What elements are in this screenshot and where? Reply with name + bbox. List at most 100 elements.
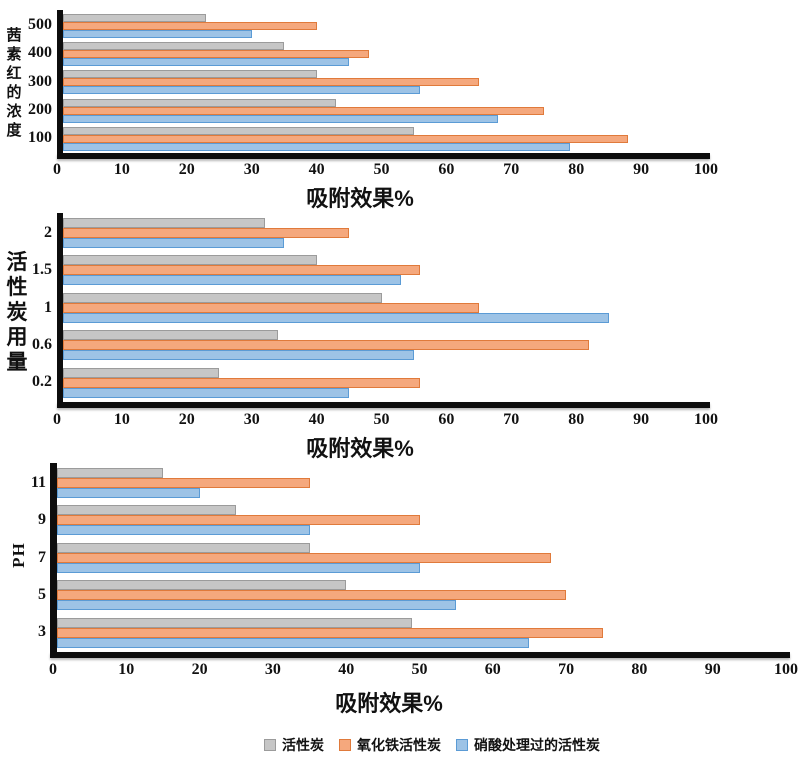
bar-iron-oxide-activated-carbon-9 (57, 515, 420, 525)
y-category-label: 1.5 (32, 261, 52, 278)
bar-activated-carbon-9 (57, 505, 237, 515)
x-tick-label: 70 (503, 161, 520, 178)
x-tick-label: 40 (338, 661, 355, 678)
y-category-label: 1 (44, 299, 52, 316)
y-category-label: 11 (30, 474, 46, 491)
x-tick-label: 90 (704, 661, 721, 678)
bar-nitric-acid-treated-activated-carbon-1.5 (63, 275, 401, 285)
bar-iron-oxide-activated-carbon-1.5 (63, 265, 421, 275)
y-category-label: 3 (38, 623, 46, 640)
bar-activated-carbon-2 (63, 218, 265, 228)
bar-nitric-acid-treated-activated-carbon-300 (63, 86, 421, 94)
bar-activated-carbon-0.6 (63, 330, 278, 340)
bar-iron-oxide-activated-carbon-500 (63, 22, 317, 30)
x-tick-label: 50 (411, 661, 428, 678)
x-tick-label: 80 (568, 411, 585, 428)
bar-nitric-acid-treated-activated-carbon-0.6 (63, 350, 414, 360)
bar-nitric-acid-treated-activated-carbon-2 (63, 238, 285, 248)
bar-nitric-acid-treated-activated-carbon-11 (57, 488, 200, 498)
x-tick-label: 0 (49, 661, 57, 678)
x-tick-label: 80 (568, 161, 585, 178)
bar-nitric-acid-treated-activated-carbon-1 (63, 313, 609, 323)
x-axis-line (50, 652, 790, 658)
x-tick-label: 0 (53, 161, 61, 178)
bar-activated-carbon-1 (63, 293, 382, 303)
bar-iron-oxide-activated-carbon-7 (57, 553, 552, 563)
x-tick-label: 70 (558, 661, 575, 678)
bar-activated-carbon-1.5 (63, 255, 317, 265)
y-category-label: 5 (38, 586, 46, 603)
x-tick-label: 100 (694, 411, 718, 428)
bar-iron-oxide-activated-carbon-0.2 (63, 378, 421, 388)
bar-activated-carbon-200 (63, 99, 337, 107)
x-tick-label: 40 (308, 161, 325, 178)
bar-activated-carbon-7 (57, 543, 310, 553)
bar-activated-carbon-0.2 (63, 368, 220, 378)
bar-iron-oxide-activated-carbon-300 (63, 78, 479, 86)
legend-label: 氧化铁活性炭 (357, 737, 441, 753)
y-axis-line (57, 213, 63, 402)
x-axis-line (57, 153, 710, 159)
bar-iron-oxide-activated-carbon-3 (57, 628, 603, 638)
legend-item-iron-oxide-activated-carbon: 氧化铁活性炭 (339, 735, 441, 755)
x-axis-title: 吸附效果% (306, 436, 414, 461)
y-axis-line (50, 463, 57, 652)
x-tick-label: 0 (53, 411, 61, 428)
bar-activated-carbon-500 (63, 14, 207, 22)
y-axis-title: 活性炭用量 (6, 251, 28, 374)
bar-nitric-acid-treated-activated-carbon-0.2 (63, 388, 350, 398)
legend-swatch-nitric-acid-treated-activated-carbon (456, 739, 468, 751)
x-tick-label: 60 (484, 661, 501, 678)
x-tick-label: 70 (503, 411, 520, 428)
bar-iron-oxide-activated-carbon-200 (63, 107, 544, 115)
x-tick-label: 20 (178, 161, 195, 178)
x-tick-label: 30 (243, 411, 260, 428)
y-category-label: 0.2 (32, 373, 52, 390)
bar-nitric-acid-treated-activated-carbon-200 (63, 115, 499, 123)
x-tick-label: 10 (113, 161, 130, 178)
y-category-label: 9 (38, 511, 46, 528)
bar-activated-carbon-300 (63, 70, 317, 78)
x-tick-label: 50 (373, 161, 390, 178)
bar-iron-oxide-activated-carbon-5 (57, 590, 567, 600)
bar-nitric-acid-treated-activated-carbon-5 (57, 600, 457, 610)
x-tick-label: 90 (633, 411, 650, 428)
x-axis-line (57, 402, 710, 408)
bar-nitric-acid-treated-activated-carbon-400 (63, 58, 350, 66)
bar-activated-carbon-3 (57, 618, 413, 628)
bar-nitric-acid-treated-activated-carbon-100 (63, 143, 570, 151)
bar-iron-oxide-activated-carbon-2 (63, 228, 350, 238)
x-axis-title: 吸附效果% (335, 691, 443, 716)
x-axis-title: 吸附效果% (306, 186, 414, 211)
x-tick-label: 20 (191, 661, 208, 678)
bar-activated-carbon-5 (57, 580, 347, 590)
y-category-label: 7 (38, 549, 46, 566)
x-tick-label: 50 (373, 411, 390, 428)
x-tick-label: 40 (308, 411, 325, 428)
legend-swatch-activated-carbon (264, 739, 276, 751)
y-axis-title: 茜素红的浓度 (6, 27, 22, 139)
y-category-label: 100 (28, 129, 52, 146)
x-tick-label: 30 (243, 161, 260, 178)
x-tick-label: 80 (631, 661, 648, 678)
bar-iron-oxide-activated-carbon-11 (57, 478, 310, 488)
x-tick-label: 10 (118, 661, 135, 678)
legend-label: 硝酸处理过的活性炭 (474, 737, 600, 753)
y-category-label: 200 (28, 101, 52, 118)
bar-iron-oxide-activated-carbon-1 (63, 303, 479, 313)
y-axis-line (57, 10, 63, 153)
bar-iron-oxide-activated-carbon-0.6 (63, 340, 590, 350)
bar-nitric-acid-treated-activated-carbon-500 (63, 30, 252, 38)
legend-label: 活性炭 (282, 737, 324, 753)
y-category-label: 500 (28, 16, 52, 33)
bar-nitric-acid-treated-activated-carbon-7 (57, 563, 420, 573)
y-category-label: 300 (28, 73, 52, 90)
x-tick-label: 20 (178, 411, 195, 428)
x-tick-label: 90 (633, 161, 650, 178)
bar-nitric-acid-treated-activated-carbon-9 (57, 525, 310, 535)
x-tick-label: 60 (438, 411, 455, 428)
y-category-label: 0.6 (32, 336, 52, 353)
